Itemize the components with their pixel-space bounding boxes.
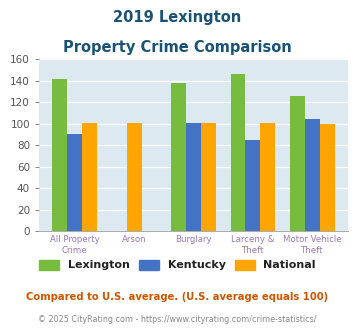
Bar [201, 123, 216, 231]
Bar [127, 123, 142, 231]
Bar [171, 83, 186, 231]
Bar [305, 119, 320, 231]
Text: Property Crime Comparison: Property Crime Comparison [63, 40, 292, 54]
Bar [186, 123, 201, 231]
Bar [245, 140, 260, 231]
Bar [260, 123, 275, 231]
Bar [67, 134, 82, 231]
Legend: Lexington, Kentucky, National: Lexington, Kentucky, National [39, 260, 316, 270]
Bar [82, 123, 97, 231]
Bar [320, 124, 334, 231]
Text: 2019 Lexington: 2019 Lexington [113, 10, 242, 25]
Text: Compared to U.S. average. (U.S. average equals 100): Compared to U.S. average. (U.S. average … [26, 292, 329, 302]
Text: © 2025 CityRating.com - https://www.cityrating.com/crime-statistics/: © 2025 CityRating.com - https://www.city… [38, 315, 317, 324]
Bar [53, 79, 67, 231]
Bar [231, 74, 245, 231]
Bar [290, 96, 305, 231]
